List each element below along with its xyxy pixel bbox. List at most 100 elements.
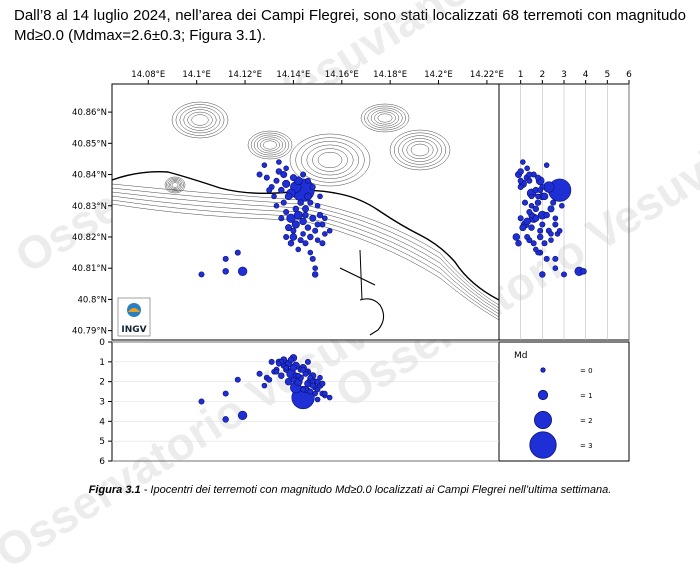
event-point-depth: [256, 370, 263, 377]
event-point-side: [540, 192, 549, 201]
event-point-side: [520, 159, 526, 165]
depth-tick-label: 5: [99, 437, 105, 447]
event-point-side: [517, 215, 524, 222]
event-point-map: [278, 186, 285, 194]
contour-ring: [398, 135, 442, 165]
event-point-depth: [283, 364, 289, 371]
bathymetry-line: [112, 187, 499, 309]
contour-ring: [166, 177, 184, 193]
event-point-map: [282, 179, 291, 188]
depth-tick-label: 6: [99, 457, 105, 467]
legend-title: Md: [514, 351, 527, 361]
event-point-side: [522, 199, 528, 206]
event-point-side: [528, 224, 535, 231]
event-point-map: [280, 171, 288, 179]
event-point-side: [550, 199, 557, 206]
event-point-map: [295, 246, 302, 253]
side-tick-label: 1: [518, 70, 524, 80]
event-point-side: [528, 202, 535, 209]
event-point-depth: [290, 376, 297, 383]
lon-tick-label: 14.08°E: [131, 70, 165, 80]
contour-ring: [377, 113, 393, 123]
event-point-depth: [300, 366, 307, 373]
event-point-side: [530, 240, 537, 247]
event-point-side: [552, 221, 559, 228]
event-point-map: [322, 231, 328, 237]
coastline: [112, 170, 499, 301]
contour-ring: [289, 133, 371, 187]
event-point-depth: [266, 376, 273, 383]
seismicity-figure: 14.08°E 14.1°E 14.12°E 14.14°E 14.16°E 14.18°…: [72, 70, 632, 467]
contour-ring: [374, 111, 396, 125]
bathymetry-line: [112, 183, 499, 306]
contour-ring: [364, 105, 406, 131]
contour-ring: [370, 109, 400, 127]
latitude-ticks: 40.86°N 40.85°N 40.84°N 40.83°N 40.82°N 40.81…: [72, 108, 112, 337]
event-point-side: [552, 265, 559, 271]
event-point-side: [517, 168, 524, 175]
contour-ring: [300, 141, 360, 179]
event-point-side: [543, 211, 550, 219]
event-point-map: [300, 231, 306, 237]
contour-ring: [175, 104, 225, 136]
event-point-map: [302, 205, 309, 213]
event-point-side: [536, 233, 544, 241]
event-point-map: [289, 233, 298, 241]
event-point-map: [299, 217, 307, 226]
event-point-map: [317, 193, 323, 200]
contour-ring: [170, 181, 180, 189]
event-point-depth: [234, 376, 241, 383]
side-tick-label: 5: [604, 70, 610, 80]
bathymetry-line: [112, 199, 499, 318]
event-point-side: [541, 240, 548, 247]
figure-caption: Figura 3.1 - Ipocentri dei terremoti con…: [0, 484, 700, 496]
event-point-side: [526, 171, 533, 178]
event-point-side: [532, 205, 540, 213]
event-point-map: [285, 224, 293, 232]
bathymetry-line: [112, 191, 499, 312]
event-point-depth: [307, 374, 314, 381]
event-point-side: [548, 231, 554, 237]
events-side: [512, 159, 587, 278]
event-point-map: [307, 199, 314, 206]
event-point-map: [283, 165, 289, 172]
event-point-map: [283, 209, 290, 215]
event-point-map: [289, 174, 297, 182]
event-point-map: [273, 202, 280, 209]
side-depth-ticks: 1 2 3 4 5 6: [518, 70, 632, 84]
event-point-map: [300, 171, 307, 178]
event-point-map: [198, 271, 205, 278]
event-point-depth: [304, 358, 311, 365]
legend-label: = 1: [580, 392, 593, 400]
depth-tick-label: 0: [99, 338, 105, 348]
lon-tick-label: 14.16°E: [325, 70, 359, 80]
depth-tick-label: 4: [99, 417, 105, 427]
event-point-map: [266, 187, 273, 194]
event-point-depth: [295, 372, 302, 379]
event-point-side: [528, 193, 535, 200]
contour-ring: [187, 111, 213, 129]
event-point-side: [512, 233, 521, 241]
event-point-map: [309, 255, 316, 262]
side-tick-label: 4: [583, 70, 589, 80]
contour-ring: [191, 114, 209, 126]
contour-ring: [402, 138, 438, 162]
event-point-depth: [300, 386, 306, 393]
event-point-side: [524, 233, 531, 240]
contour-ring: [367, 107, 403, 129]
contour-ring: [312, 148, 348, 172]
event-point-map: [278, 215, 285, 222]
event-point-depth: [307, 388, 314, 395]
bathymetry-line: [112, 195, 499, 315]
contour-ring: [410, 143, 430, 157]
lat-tick-label: 40.84°N: [72, 171, 107, 181]
event-point-map: [297, 199, 304, 206]
pier: [339, 267, 376, 286]
legend-symbol: [529, 431, 557, 459]
side-tick-label: 6: [626, 70, 632, 80]
event-point-map: [283, 233, 290, 240]
event-point-depth: [322, 390, 328, 397]
event-point-side: [533, 246, 539, 253]
event-point-map: [293, 210, 303, 220]
lat-tick-label: 40.79°N: [72, 327, 107, 337]
